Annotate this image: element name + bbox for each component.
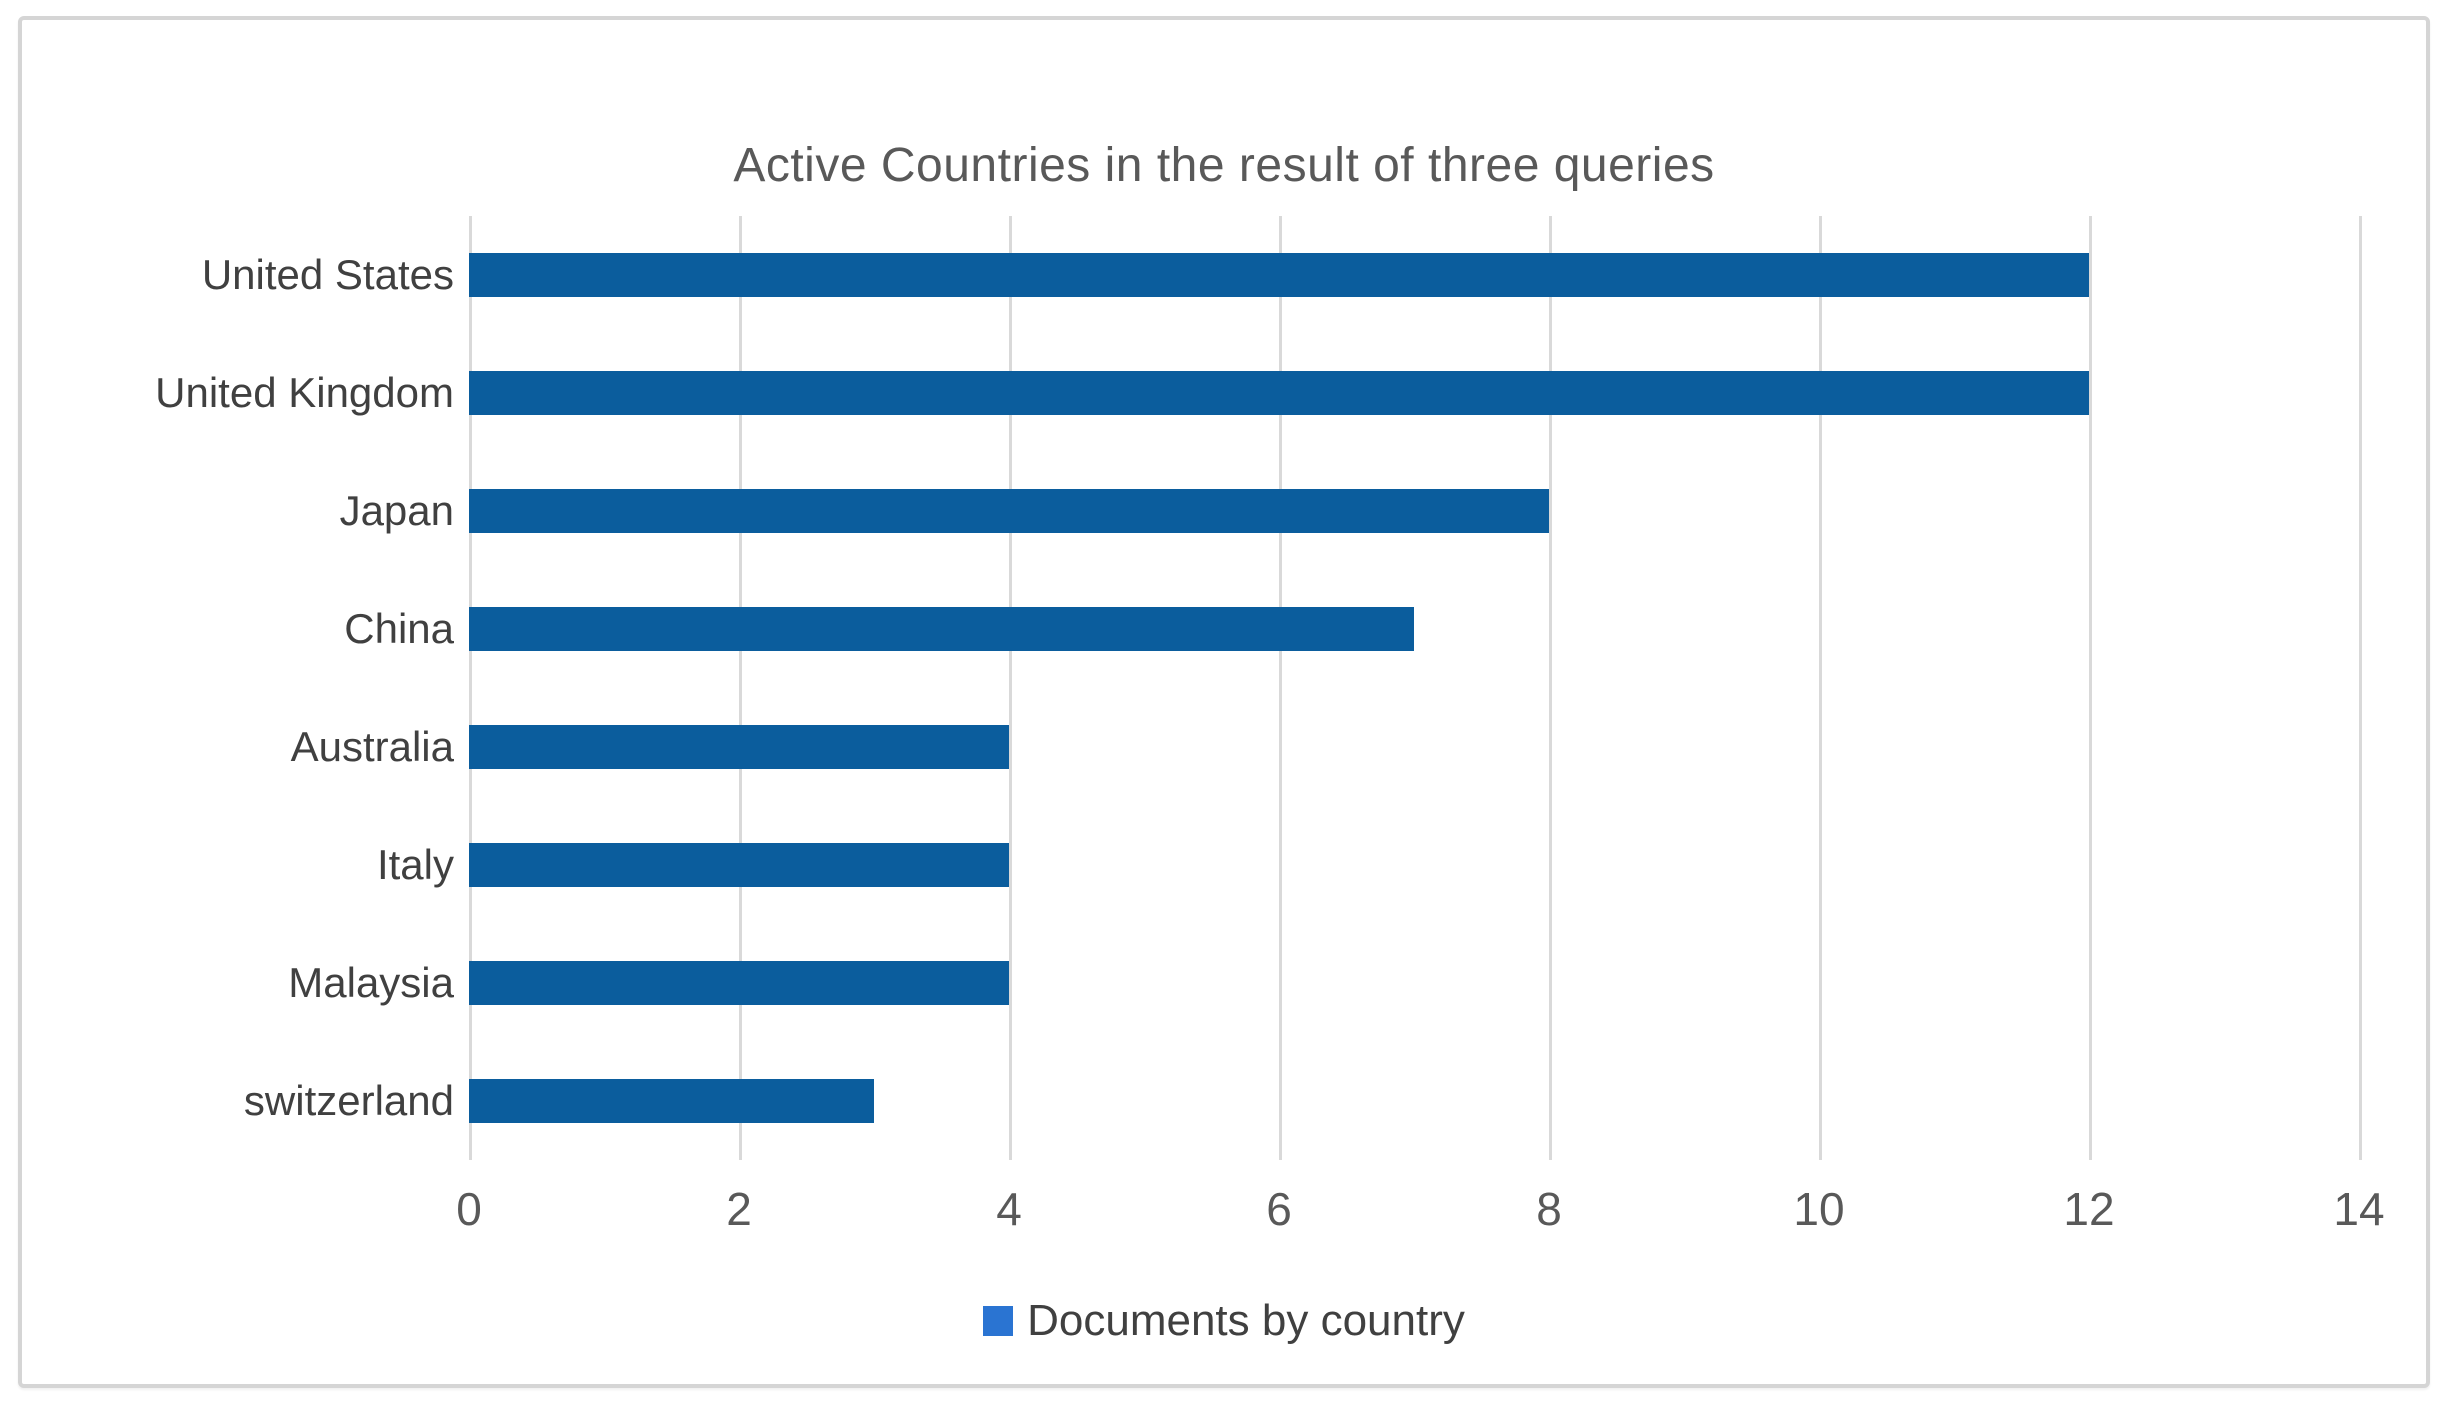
x-tick-label: 2	[726, 1183, 752, 1235]
category-label: Australia	[290, 723, 454, 770]
bar-united-kingdom	[469, 371, 2089, 415]
bar-australia	[469, 725, 1009, 769]
bar-united-states	[469, 253, 2089, 297]
x-tick-label: 10	[1793, 1183, 1845, 1235]
chart-container: Active Countries in the result of three …	[18, 16, 2430, 1388]
category-label: Japan	[339, 487, 454, 534]
legend: Documents by country	[22, 1296, 2426, 1346]
bar-switzerland	[469, 1079, 874, 1123]
category-label: China	[344, 605, 454, 652]
category-label: United States	[201, 251, 454, 298]
gridline	[469, 216, 472, 1160]
x-tick-label: 14	[2333, 1183, 2385, 1235]
gridline	[1279, 216, 1282, 1160]
gridline	[1549, 216, 1552, 1160]
gridline	[739, 216, 742, 1160]
gridline	[1009, 216, 1012, 1160]
plot-area	[469, 216, 2362, 1160]
bar-japan	[469, 489, 1549, 533]
x-tick-label: 0	[456, 1183, 482, 1235]
chart-title: Active Countries in the result of three …	[733, 139, 1715, 192]
category-label: Malaysia	[288, 959, 454, 1006]
gridline	[2359, 216, 2362, 1160]
category-label: switzerland	[243, 1077, 454, 1124]
category-label: United Kingdom	[155, 369, 454, 416]
gridline	[2089, 216, 2092, 1160]
x-tick-label: 4	[996, 1183, 1022, 1235]
category-label: Italy	[376, 841, 454, 888]
x-tick-label: 12	[2063, 1183, 2115, 1235]
x-tick-label: 8	[1536, 1183, 1562, 1235]
gridline	[1819, 216, 1822, 1160]
x-tick-label: 6	[1266, 1183, 1292, 1235]
bar-china	[469, 607, 1414, 651]
bar-italy	[469, 843, 1009, 887]
legend-label: Documents by country	[1027, 1296, 1465, 1345]
legend-marker-icon	[983, 1306, 1014, 1336]
bar-malaysia	[469, 961, 1009, 1005]
